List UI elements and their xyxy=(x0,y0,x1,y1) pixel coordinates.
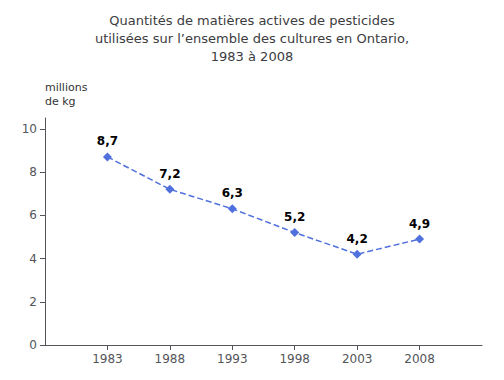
svg-text:1988: 1988 xyxy=(155,352,186,366)
svg-text:4,9: 4,9 xyxy=(409,217,430,231)
svg-text:utilisées sur l’ensemble des c: utilisées sur l’ensemble des cultures en… xyxy=(95,31,409,46)
svg-text:1983: 1983 xyxy=(92,352,123,366)
svg-text:0: 0 xyxy=(29,338,37,352)
svg-text:Quantités de matières actives: Quantités de matières actives de pestici… xyxy=(109,13,395,28)
svg-text:6: 6 xyxy=(29,208,37,222)
svg-text:1993: 1993 xyxy=(217,352,248,366)
svg-text:1983 à 2008: 1983 à 2008 xyxy=(211,49,293,64)
svg-text:2008: 2008 xyxy=(404,352,435,366)
svg-text:1998: 1998 xyxy=(279,352,310,366)
svg-text:2003: 2003 xyxy=(342,352,373,366)
svg-text:millions: millions xyxy=(45,81,88,94)
svg-text:de kg: de kg xyxy=(45,95,76,108)
svg-text:10: 10 xyxy=(22,122,37,136)
svg-text:7,2: 7,2 xyxy=(159,167,180,181)
svg-text:6,3: 6,3 xyxy=(222,186,243,200)
svg-text:4: 4 xyxy=(29,252,37,266)
svg-text:8: 8 xyxy=(29,165,37,179)
svg-text:5,2: 5,2 xyxy=(284,210,305,224)
svg-text:2: 2 xyxy=(29,295,37,309)
svg-text:8,7: 8,7 xyxy=(97,134,118,148)
svg-text:4,2: 4,2 xyxy=(347,232,368,246)
